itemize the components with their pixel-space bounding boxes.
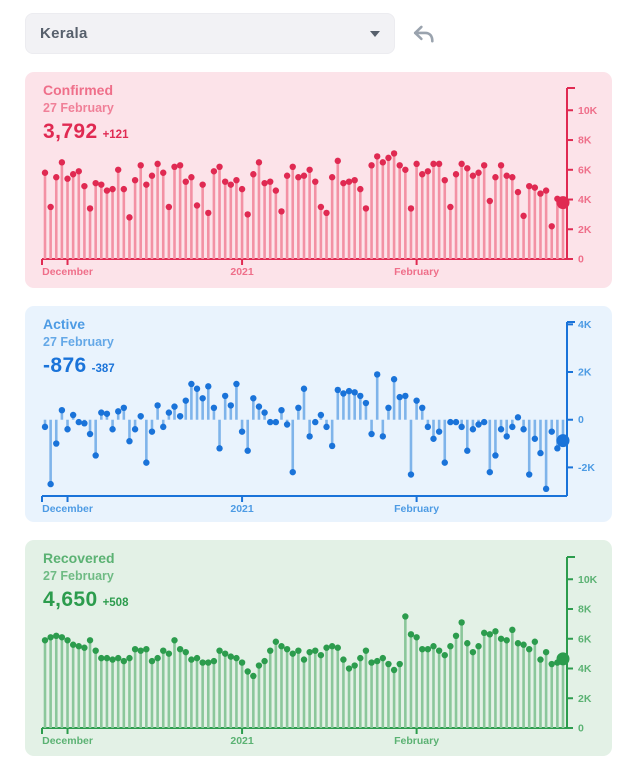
- x-axis: [41, 258, 567, 265]
- recovered-lollipop-chart: 0 2K 4K 6K 8K 10K December 2021 February: [41, 556, 598, 747]
- svg-text:4K: 4K: [578, 319, 592, 331]
- toolbar: Kerala: [25, 13, 627, 54]
- svg-text:2K: 2K: [578, 367, 592, 379]
- recovered-chart-header: Recovered 27 February 4,650 +508: [43, 550, 128, 613]
- chevron-down-icon: [370, 30, 380, 37]
- chart-value: 4,650: [43, 588, 98, 612]
- chart-delta: +121: [102, 129, 129, 142]
- svg-text:0: 0: [578, 414, 584, 426]
- svg-text:10K: 10K: [578, 105, 598, 117]
- svg-text:2K: 2K: [578, 224, 592, 236]
- svg-text:2021: 2021: [230, 266, 254, 278]
- svg-text:4K: 4K: [578, 663, 592, 675]
- chart-title: Recovered: [43, 550, 115, 566]
- chart-delta: +508: [102, 597, 129, 610]
- svg-text:2K: 2K: [578, 693, 592, 705]
- state-selector-value: Kerala: [40, 25, 88, 42]
- svg-text:8K: 8K: [578, 604, 592, 616]
- recovered-chart-panel: Recovered 27 February 4,650 +508 0 2K 4K 6K…: [25, 540, 612, 756]
- svg-text:December: December: [42, 503, 93, 515]
- chart-date: 27 February: [43, 100, 114, 115]
- undo-icon: [413, 25, 434, 42]
- svg-text:2021: 2021: [230, 735, 254, 747]
- stems-group: [41, 613, 570, 728]
- active-lollipop-chart: -2K 0 2K 4K December 2021 February: [41, 319, 595, 515]
- chart-value: -876: [43, 354, 87, 378]
- axis-labels: -2K 0 2K 4K December 2021 February: [42, 319, 595, 515]
- confirmed-chart-header: Confirmed 27 February 3,792 +121: [43, 82, 128, 145]
- chart-title: Confirmed: [43, 82, 113, 98]
- svg-text:December: December: [42, 735, 93, 747]
- state-selector-dropdown[interactable]: Kerala: [25, 13, 395, 54]
- y-axis: [566, 87, 575, 260]
- x-axis: [41, 495, 567, 502]
- svg-text:6K: 6K: [578, 633, 592, 645]
- svg-text:4K: 4K: [578, 194, 592, 206]
- axis-labels: 0 2K 4K 6K 8K 10K December 2021 February: [42, 105, 598, 278]
- svg-text:-2K: -2K: [578, 462, 595, 474]
- confirmed-lollipop-chart: 0 2K 4K 6K 8K 10K December 2021 February: [41, 87, 598, 278]
- active-chart-panel: Active 27 February -876 -387 -2K 0 2K 4K Dec…: [25, 306, 612, 522]
- svg-text:10K: 10K: [578, 574, 598, 586]
- svg-text:0: 0: [578, 254, 584, 266]
- axis-labels: 0 2K 4K 6K 8K 10K December 2021 February: [42, 574, 598, 747]
- svg-text:December: December: [42, 266, 93, 278]
- svg-text:6K: 6K: [578, 164, 592, 176]
- chart-date: 27 February: [43, 568, 114, 583]
- svg-text:0: 0: [578, 723, 584, 735]
- svg-text:February: February: [394, 735, 439, 747]
- svg-text:February: February: [394, 266, 439, 278]
- chart-title: Active: [43, 316, 86, 332]
- active-chart-header: Active 27 February -876 -387: [43, 316, 115, 379]
- svg-text:8K: 8K: [578, 135, 592, 147]
- confirmed-chart-panel: Confirmed 27 February 3,792 +121 0 2K 4K 6K…: [25, 72, 612, 288]
- svg-text:2021: 2021: [230, 503, 254, 515]
- chart-date: 27 February: [43, 334, 114, 349]
- stems-group: [41, 150, 570, 259]
- svg-text:February: February: [394, 503, 439, 515]
- x-axis: [41, 727, 567, 734]
- y-axis: [566, 556, 575, 729]
- chart-value: 3,792: [43, 120, 98, 144]
- y-axis: [566, 321, 575, 496]
- undo-button[interactable]: [409, 20, 437, 48]
- chart-delta: -387: [91, 363, 115, 376]
- stems-group: [41, 371, 570, 493]
